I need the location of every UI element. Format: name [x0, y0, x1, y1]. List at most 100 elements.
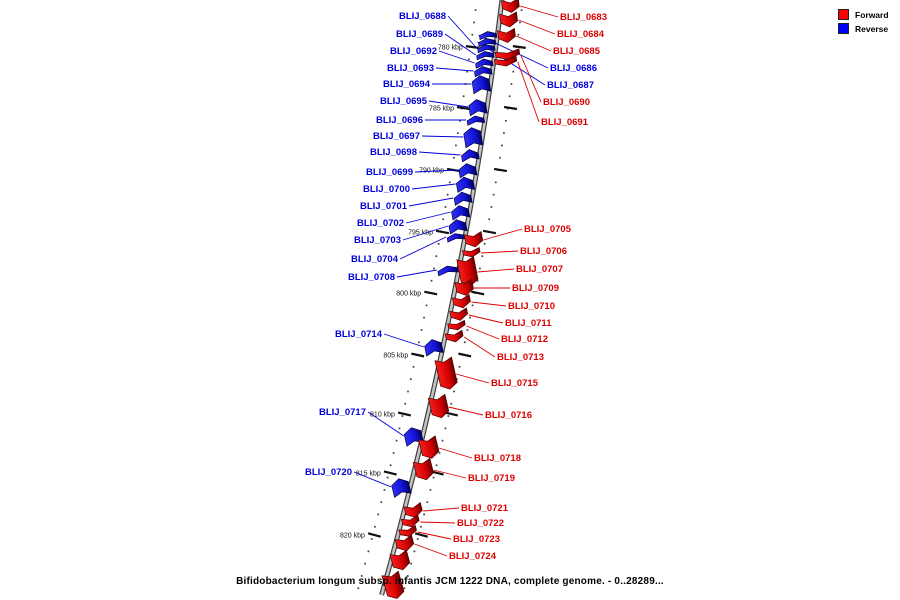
gene-label-BLIJ_0704[interactable]: BLIJ_0704: [351, 254, 399, 265]
gene-feature-BLIJ_0703[interactable]: [448, 218, 468, 235]
gene-label-BLIJ_0683[interactable]: BLIJ_0683: [560, 12, 607, 23]
gene-feature-BLIJ_0696[interactable]: [466, 115, 486, 126]
gene-feature-BLIJ_0718[interactable]: [418, 435, 440, 460]
gene-feature[interactable]: [381, 570, 405, 600]
gene-label-BLIJ_0698[interactable]: BLIJ_0698: [370, 147, 417, 158]
gene-label-BLIJ_0699[interactable]: BLIJ_0699: [366, 167, 413, 178]
gene-feature-BLIJ_0724[interactable]: [394, 534, 415, 553]
gene-feature-BLIJ_0708[interactable]: [437, 264, 459, 277]
gene-feature-BLIJ_0698[interactable]: [461, 148, 480, 163]
gene-label-BLIJ_0715[interactable]: BLIJ_0715: [491, 378, 539, 389]
gene-label-BLIJ_0713[interactable]: BLIJ_0713: [497, 352, 544, 363]
ruler-major-tick: [482, 229, 497, 235]
gene-feature-BLIJ_0684[interactable]: [499, 11, 519, 28]
gene-label-BLIJ_0707[interactable]: BLIJ_0707: [516, 264, 563, 275]
minor-tick-dot: [479, 267, 481, 270]
gene-label-BLIJ_0714[interactable]: BLIJ_0714: [335, 329, 383, 340]
gene-label-BLIJ_0694[interactable]: BLIJ_0694: [383, 79, 431, 90]
gene-label-BLIJ_0719[interactable]: BLIJ_0719: [468, 473, 515, 484]
ruler-label: 785 kbp: [429, 106, 454, 113]
minor-tick-dot: [357, 587, 360, 590]
minor-tick-dot: [473, 21, 475, 24]
gene-feature-BLIJ_0689[interactable]: [476, 50, 495, 61]
gene-feature-BLIJ_0704[interactable]: [446, 232, 466, 243]
gene-label-BLIJ_0710[interactable]: BLIJ_0710: [508, 301, 555, 312]
gene-label-BLIJ_0701[interactable]: BLIJ_0701: [360, 201, 408, 212]
gene-label-BLIJ_0720[interactable]: BLIJ_0720: [305, 467, 352, 478]
gene-label-BLIJ_0685[interactable]: BLIJ_0685: [553, 46, 601, 57]
gene-feature-BLIJ_0712[interactable]: [447, 319, 466, 331]
gene-feature-BLIJ_0685[interactable]: [497, 27, 517, 43]
gene-feature-BLIJ_0705[interactable]: [463, 230, 484, 249]
gene-feature-BLIJ_0697[interactable]: [463, 126, 484, 149]
gene-feature-BLIJ_0692[interactable]: [475, 58, 494, 69]
gene-feature-BLIJ_0694[interactable]: [471, 74, 492, 95]
gene-label-BLIJ_0712[interactable]: BLIJ_0712: [501, 334, 548, 345]
gene-label-BLIJ_0724[interactable]: BLIJ_0724: [449, 551, 497, 562]
minor-tick-dot: [481, 255, 484, 257]
gene-feature-BLIJ_0723[interactable]: [398, 524, 418, 538]
gene-feature-BLIJ_0695[interactable]: [468, 98, 488, 117]
gene-feature[interactable]: [389, 549, 411, 572]
gene-feature-BLIJ_0720[interactable]: [390, 477, 412, 498]
gene-label-BLIJ_0708[interactable]: BLIJ_0708: [348, 272, 395, 283]
gene-label-BLIJ_0711[interactable]: BLIJ_0711: [505, 318, 552, 329]
gene-label-BLIJ_0690[interactable]: BLIJ_0690: [543, 97, 590, 108]
gene-label-BLIJ_0687[interactable]: BLIJ_0687: [547, 80, 594, 91]
gene-label-BLIJ_0691[interactable]: BLIJ_0691: [541, 117, 589, 128]
gene-feature-BLIJ_0722[interactable]: [400, 514, 420, 529]
gene-feature-BLIJ_0717[interactable]: [403, 426, 425, 447]
gene-label-BLIJ_0705[interactable]: BLIJ_0705: [524, 224, 572, 235]
gene-feature-BLIJ_0715[interactable]: [434, 356, 458, 391]
gene-feature-BLIJ_0693[interactable]: [474, 65, 493, 78]
gene-label-BLIJ_0706[interactable]: BLIJ_0706: [520, 246, 567, 257]
gene-label-BLIJ_0693[interactable]: BLIJ_0693: [387, 63, 434, 74]
gene-label-BLIJ_0700[interactable]: BLIJ_0700: [363, 184, 410, 195]
minor-tick-dot: [423, 513, 426, 516]
minor-tick-dot: [464, 341, 466, 344]
gene-feature-BLIJ_0687[interactable]: [478, 37, 497, 48]
gene-feature-BLIJ_0711[interactable]: [449, 307, 469, 322]
gene-label-BLIJ_0721[interactable]: BLIJ_0721: [461, 503, 509, 514]
minor-tick-dot: [441, 439, 444, 442]
gene-feature-BLIJ_0709[interactable]: [454, 278, 475, 297]
minor-tick-dot: [490, 206, 493, 208]
gene-label-BLIJ_0686[interactable]: BLIJ_0686: [550, 63, 597, 74]
gene-feature-BLIJ_0701[interactable]: [453, 191, 473, 206]
gene-feature-BLIJ_0699[interactable]: [458, 162, 478, 179]
gene-label-BLIJ_0692[interactable]: BLIJ_0692: [390, 46, 437, 57]
reverse-swatch: [838, 23, 849, 34]
gene-label-BLIJ_0703[interactable]: BLIJ_0703: [354, 235, 401, 246]
gene-feature-BLIJ_0683[interactable]: [501, 0, 520, 14]
gene-feature-BLIJ_0700[interactable]: [456, 176, 476, 193]
gene-label-BLIJ_0696[interactable]: BLIJ_0696: [376, 115, 423, 126]
gene-label-BLIJ_0689[interactable]: BLIJ_0689: [396, 29, 443, 40]
gene-label-BLIJ_0697[interactable]: BLIJ_0697: [373, 131, 420, 142]
gene-feature-BLIJ_0719[interactable]: [412, 457, 434, 481]
gene-feature-BLIJ_0714[interactable]: [424, 338, 444, 357]
gene-feature-BLIJ_0710[interactable]: [451, 293, 471, 309]
gene-label-BLIJ_0695[interactable]: BLIJ_0695: [380, 96, 428, 107]
gene-feature-BLIJ_0721[interactable]: [403, 501, 424, 520]
gene-label-BLIJ_0718[interactable]: BLIJ_0718: [474, 453, 521, 464]
minor-tick-dot: [433, 267, 435, 270]
gene-label-BLIJ_0723[interactable]: BLIJ_0723: [453, 534, 500, 545]
gene-label-BLIJ_0709[interactable]: BLIJ_0709: [512, 283, 559, 294]
gene-feature-BLIJ_0713[interactable]: [444, 329, 464, 343]
gene-label-BLIJ_0688[interactable]: BLIJ_0688: [399, 11, 446, 22]
gene-feature-BLIJ_0686[interactable]: [479, 30, 498, 41]
gene-label-BLIJ_0717[interactable]: BLIJ_0717: [319, 407, 366, 418]
gene-feature-BLIJ_0691[interactable]: [493, 56, 518, 68]
gene-label-BLIJ_0716[interactable]: BLIJ_0716: [485, 410, 532, 421]
gene-feature-BLIJ_0707[interactable]: [456, 256, 479, 288]
gene-label-BLIJ_0702[interactable]: BLIJ_0702: [357, 218, 404, 229]
gene-feature-BLIJ_0702[interactable]: [451, 204, 471, 221]
gene-label-BLIJ_0722[interactable]: BLIJ_0722: [457, 518, 504, 529]
gene-feature-BLIJ_0690[interactable]: [494, 48, 521, 61]
gene-feature-BLIJ_0706[interactable]: [462, 246, 481, 258]
label-connector-BLIJ_0699: [414, 169, 459, 173]
gene-label-BLIJ_0684[interactable]: BLIJ_0684: [557, 29, 605, 40]
gene-feature-BLIJ_0688[interactable]: [477, 43, 496, 54]
gene-feature-BLIJ_0716[interactable]: [427, 393, 450, 419]
